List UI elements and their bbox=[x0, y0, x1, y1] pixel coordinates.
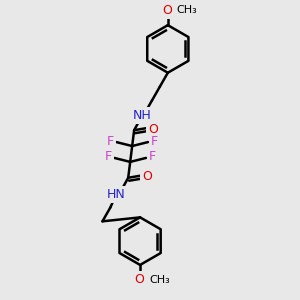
Text: O: O bbox=[142, 170, 152, 183]
Text: O: O bbox=[148, 123, 158, 136]
Text: F: F bbox=[105, 150, 112, 164]
Text: O: O bbox=[134, 273, 144, 286]
Text: HN: HN bbox=[107, 188, 126, 201]
Text: CH₃: CH₃ bbox=[177, 5, 197, 15]
Text: NH: NH bbox=[133, 109, 152, 122]
Text: F: F bbox=[107, 135, 114, 148]
Text: F: F bbox=[148, 150, 155, 164]
Text: F: F bbox=[150, 135, 158, 148]
Text: O: O bbox=[162, 4, 172, 17]
Text: CH₃: CH₃ bbox=[149, 275, 170, 285]
